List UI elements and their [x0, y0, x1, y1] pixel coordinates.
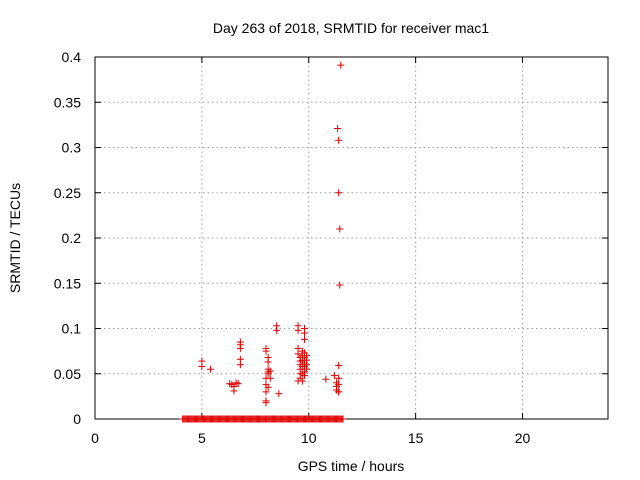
data-point [300, 372, 308, 380]
data-point [300, 335, 308, 343]
data-point [294, 326, 302, 334]
data-point [236, 361, 244, 369]
y-axis-label: SRMTID / TECUs [7, 183, 23, 293]
zero-band-points [179, 415, 347, 423]
data-points [179, 61, 347, 423]
data-point [206, 365, 214, 373]
x-axis-label: GPS time / hours [298, 458, 405, 474]
data-point [336, 281, 344, 289]
data-point [236, 344, 244, 352]
y-tick-label: 0.05 [54, 366, 81, 382]
data-point [230, 387, 238, 395]
data-point [266, 374, 274, 382]
data-point [294, 350, 302, 358]
data-point [322, 375, 330, 383]
data-point [262, 347, 270, 355]
data-point [330, 372, 338, 380]
y-tick-label: 0 [73, 411, 81, 427]
y-tick-label: 0.4 [62, 49, 82, 65]
y-tick-label: 0.15 [54, 275, 81, 291]
x-tick-label: 15 [408, 430, 424, 446]
data-point [298, 377, 306, 385]
axes: 0 5 10 15 20 0 0.05 0.1 0.15 0.2 0.25 0.3 0.35 0.4 [54, 49, 609, 446]
y-tick-label: 0.35 [54, 94, 81, 110]
y-tick-label: 0.2 [62, 230, 82, 246]
data-point [335, 388, 343, 396]
data-point [266, 367, 274, 375]
data-point [262, 399, 270, 407]
data-point [335, 362, 343, 370]
x-tick-label: 20 [515, 430, 531, 446]
data-point [264, 358, 272, 366]
grid-lines [95, 56, 608, 419]
data-point [335, 189, 343, 197]
data-point [335, 374, 343, 382]
data-point [300, 329, 308, 337]
data-point [335, 381, 343, 389]
y-tick-label: 0.1 [62, 321, 82, 337]
chart-title: Day 263 of 2018, SRMTID for receiver mac… [213, 20, 489, 36]
data-point [337, 61, 345, 69]
data-point [198, 363, 206, 371]
data-point [262, 388, 270, 396]
data-point [335, 136, 343, 144]
x-tick-label: 0 [91, 430, 99, 446]
x-tick-label: 10 [301, 430, 317, 446]
data-point [275, 390, 283, 398]
data-point [234, 380, 242, 388]
data-point [273, 326, 281, 334]
data-point [264, 383, 272, 391]
data-point [336, 225, 344, 233]
y-tick-label: 0.25 [54, 185, 81, 201]
data-point [334, 124, 342, 132]
y-tick-label: 0.3 [62, 140, 82, 156]
data-point [303, 365, 311, 373]
x-tick-label: 5 [198, 430, 206, 446]
